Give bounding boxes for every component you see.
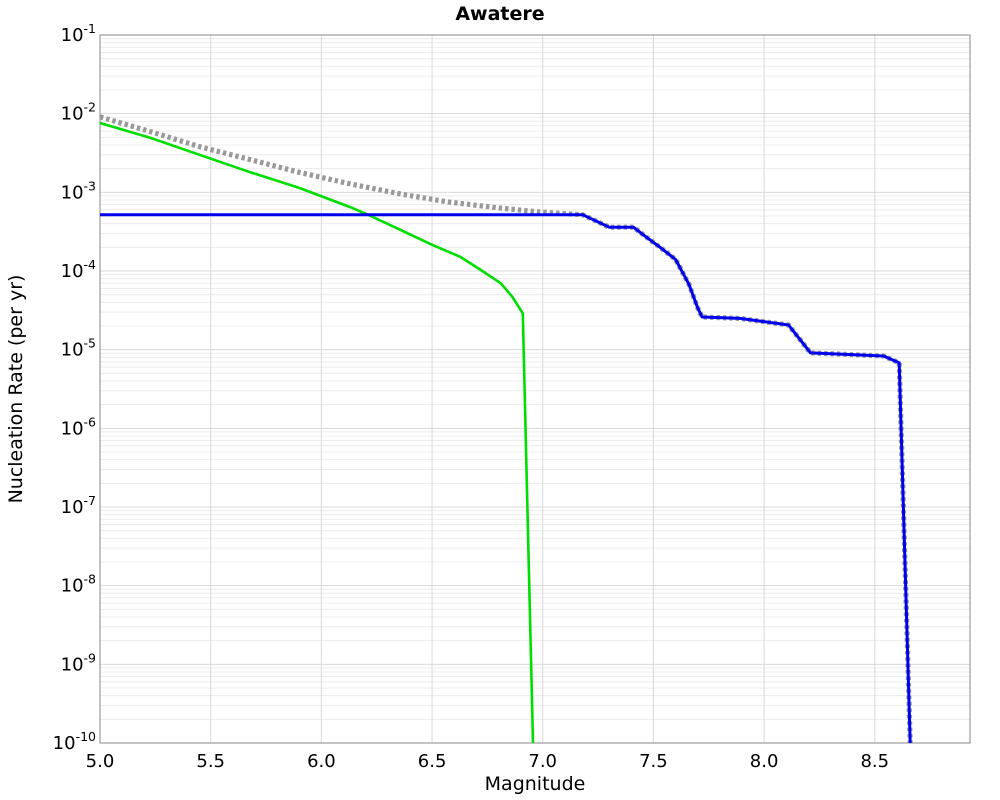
svg-text:7.0: 7.0 [528, 751, 557, 772]
series-gray-dotted-total [99, 114, 913, 744]
svg-text:8.0: 8.0 [750, 751, 779, 772]
minor-gridlines [100, 38, 970, 720]
svg-text:10-10: 10-10 [53, 729, 96, 754]
major-gridlines [100, 34, 970, 744]
svg-text:10-9: 10-9 [61, 650, 96, 675]
svg-text:6.0: 6.0 [307, 751, 336, 772]
series-blue-characteristic [100, 213, 912, 744]
series-green-tapered-gr [99, 121, 535, 744]
svg-text:10-5: 10-5 [61, 336, 96, 361]
svg-text:10-2: 10-2 [61, 100, 96, 125]
chart-title: Awatere [455, 3, 545, 25]
svg-text:5.0: 5.0 [86, 751, 115, 772]
x-tick-labels: 5.0 5.5 6.0 6.5 7.0 7.5 8.0 8.5 [86, 751, 889, 772]
svg-text:5.5: 5.5 [196, 751, 225, 772]
svg-text:8.5: 8.5 [860, 751, 889, 772]
svg-text:10-1: 10-1 [61, 21, 96, 46]
svg-text:6.5: 6.5 [418, 751, 447, 772]
svg-text:10-6: 10-6 [61, 414, 96, 439]
svg-text:10-8: 10-8 [61, 572, 96, 597]
svg-text:10-7: 10-7 [61, 493, 96, 518]
x-axis-title: Magnitude [484, 773, 586, 795]
svg-text:10-4: 10-4 [61, 257, 96, 282]
svg-text:7.5: 7.5 [639, 751, 668, 772]
plot-border [99, 34, 971, 744]
y-tick-labels: 10-1 10-2 10-3 10-4 10-5 10-6 10-7 10-8 10-9 10-1… [53, 21, 96, 754]
svg-text:10-3: 10-3 [61, 178, 96, 203]
